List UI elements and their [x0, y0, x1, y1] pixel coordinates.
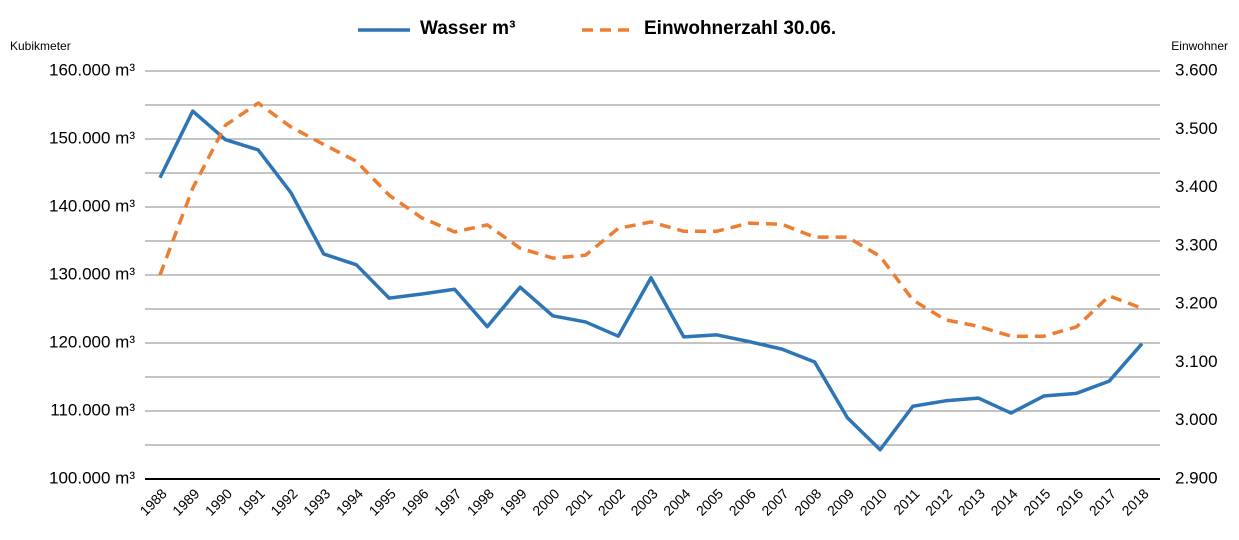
x-tick-label: 1997 — [431, 485, 464, 518]
x-tick-label: 2011 — [890, 485, 923, 518]
legend-label: Einwohnerzahl 30.06. — [644, 18, 836, 39]
series-line — [158, 109, 1144, 452]
y-tick-label: 100.000 m³ — [49, 468, 135, 487]
x-tick-label: 2010 — [857, 485, 890, 518]
x-tick-label: 2003 — [627, 485, 660, 518]
x-tick-label: 1988 — [136, 485, 169, 518]
y2-tick-label: 2.900 — [1175, 468, 1218, 487]
x-tick-label: 2017 — [1086, 485, 1119, 518]
x-tick-label: 2000 — [529, 485, 562, 518]
x-tick-label: 2014 — [987, 485, 1020, 518]
x-tick-label: 1994 — [333, 485, 366, 518]
y2-tick-label: 3.400 — [1175, 177, 1218, 196]
x-tick-label: 1991 — [235, 485, 268, 518]
y-tick-label: 120.000 m³ — [49, 332, 135, 351]
legend-label: Wasser m³ — [420, 18, 515, 39]
y-tick-label: 160.000 m³ — [49, 60, 135, 79]
x-tick-label: 1990 — [202, 485, 235, 518]
y-tick-label: 110.000 m³ — [50, 400, 135, 419]
y2-tick-label: 3.300 — [1175, 235, 1218, 254]
x-tick-label: 2013 — [955, 485, 988, 518]
y-tick-label: 130.000 m³ — [49, 264, 135, 283]
x-tick-label: 2001 — [562, 485, 595, 518]
x-tick-label: 2018 — [1118, 485, 1151, 518]
x-tick-label: 2007 — [758, 485, 791, 518]
x-tick-label: 2016 — [1053, 485, 1086, 518]
x-tick-label: 2008 — [791, 485, 824, 518]
x-tick-label: 1992 — [267, 485, 300, 518]
x-tick-label: 1996 — [398, 485, 431, 518]
y-tick-label: 150.000 m³ — [49, 128, 135, 147]
y2-tick-label: 3.600 — [1175, 60, 1218, 79]
y2-tick-label: 3.000 — [1175, 410, 1218, 429]
x-tick-label: 2009 — [824, 485, 857, 518]
y2-tick-label: 3.500 — [1175, 119, 1218, 138]
x-tick-label: 2006 — [726, 485, 759, 518]
x-tick-label: 1989 — [169, 485, 202, 518]
y2-axis-title: Einwohner — [1171, 39, 1228, 53]
x-tick-label: 2004 — [660, 485, 693, 518]
y-tick-label: 140.000 m³ — [49, 196, 135, 215]
y-axis-title: Kubikmeter — [10, 39, 71, 53]
y2-tick-label: 3.200 — [1175, 294, 1218, 313]
x-tick-label: 1998 — [464, 485, 497, 518]
x-tick-label: 2012 — [922, 485, 955, 518]
x-tick-label: 2005 — [693, 485, 726, 518]
x-tick-label: 1993 — [300, 485, 333, 518]
x-tick-label: 1999 — [496, 485, 529, 518]
series-line — [158, 101, 1143, 338]
y2-tick-label: 3.100 — [1175, 352, 1218, 371]
x-tick-label: 2002 — [595, 485, 628, 518]
x-tick-label: 1995 — [366, 485, 399, 518]
x-tick-label: 2015 — [1020, 485, 1053, 518]
